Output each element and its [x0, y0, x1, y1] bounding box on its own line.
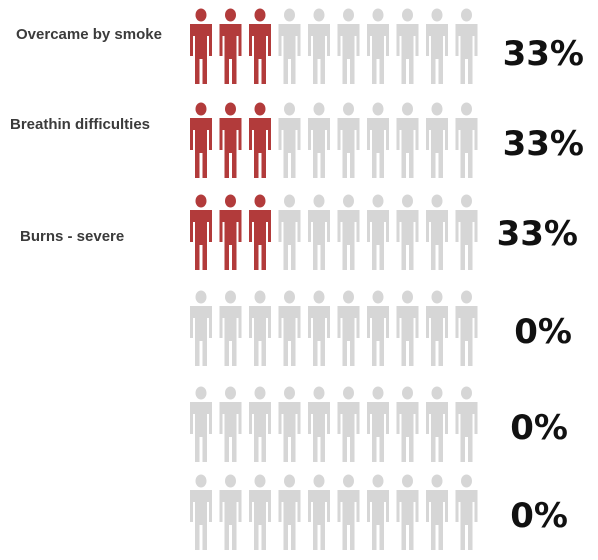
icon-strip	[190, 194, 478, 270]
person-icon	[278, 194, 301, 270]
person-icon	[455, 194, 478, 270]
person-icon-highlighted	[219, 194, 242, 270]
chart-row: 0%	[0, 470, 598, 560]
person-icon	[455, 102, 478, 178]
chart-row: Overcame by smoke 33%	[0, 4, 598, 94]
person-icon	[396, 474, 419, 550]
person-icon	[278, 290, 301, 366]
icon-strip	[190, 8, 478, 84]
row-label: Breathin difficulties	[10, 116, 151, 133]
person-icon-highlighted	[219, 8, 242, 84]
person-icon	[190, 386, 212, 462]
person-icon-highlighted	[219, 102, 242, 178]
person-icon	[278, 386, 301, 462]
person-icon	[337, 102, 360, 178]
row-percent: 0%	[514, 312, 572, 352]
person-icon	[337, 474, 360, 550]
row-percent: 0%	[510, 496, 568, 536]
person-icon	[308, 290, 330, 366]
person-icon	[426, 290, 448, 366]
person-icon	[396, 102, 419, 178]
row-percent: 33%	[502, 34, 584, 74]
person-icon	[249, 386, 271, 462]
chart-row: Burns - severe 33%	[0, 190, 598, 280]
person-icon	[396, 290, 419, 366]
chart-row: Breathin difficulties 33%	[0, 98, 598, 188]
person-icon	[426, 474, 448, 550]
person-icon	[337, 386, 360, 462]
person-icon	[308, 194, 330, 270]
person-icon	[337, 290, 360, 366]
person-icon	[426, 102, 448, 178]
person-icon	[367, 194, 389, 270]
person-icon	[337, 194, 360, 270]
row-percent: 33%	[502, 124, 584, 164]
person-icon	[455, 474, 478, 550]
person-icon	[396, 386, 419, 462]
icon-strip	[190, 290, 478, 366]
person-icon	[455, 386, 478, 462]
person-icon	[219, 386, 242, 462]
person-icon	[249, 290, 271, 366]
row-percent: 0%	[510, 408, 568, 448]
icon-strip	[190, 474, 478, 550]
person-icon	[426, 386, 448, 462]
person-icon	[367, 102, 389, 178]
person-icon	[219, 474, 242, 550]
person-icon	[278, 102, 301, 178]
person-icon	[337, 8, 360, 84]
person-icon	[367, 474, 389, 550]
person-icon	[396, 8, 419, 84]
person-icon	[190, 290, 212, 366]
person-icon	[249, 474, 271, 550]
person-icon	[308, 386, 330, 462]
person-icon	[426, 194, 448, 270]
person-icon-highlighted	[190, 194, 212, 270]
person-icon	[278, 8, 301, 84]
person-icon	[308, 474, 330, 550]
person-icon	[190, 474, 212, 550]
person-icon	[367, 386, 389, 462]
person-icon	[308, 8, 330, 84]
person-icon-highlighted	[249, 8, 271, 84]
person-icon	[396, 194, 419, 270]
person-icon	[426, 8, 448, 84]
person-icon	[367, 8, 389, 84]
row-label: Burns - severe	[20, 228, 125, 245]
person-icon-highlighted	[190, 102, 212, 178]
person-icon	[308, 102, 330, 178]
person-icon	[278, 474, 301, 550]
person-icon-highlighted	[249, 102, 271, 178]
person-icon-highlighted	[190, 8, 212, 84]
person-icon	[455, 290, 478, 366]
person-icon	[367, 290, 389, 366]
row-label: Overcame by smoke	[16, 26, 162, 43]
icon-strip	[190, 386, 478, 462]
chart-row: 0%	[0, 382, 598, 472]
chart-row: 0%	[0, 286, 598, 376]
person-icon-highlighted	[249, 194, 271, 270]
person-icon	[219, 290, 242, 366]
row-percent: 33%	[496, 214, 578, 254]
icon-strip	[190, 102, 478, 178]
person-icon	[455, 8, 478, 84]
